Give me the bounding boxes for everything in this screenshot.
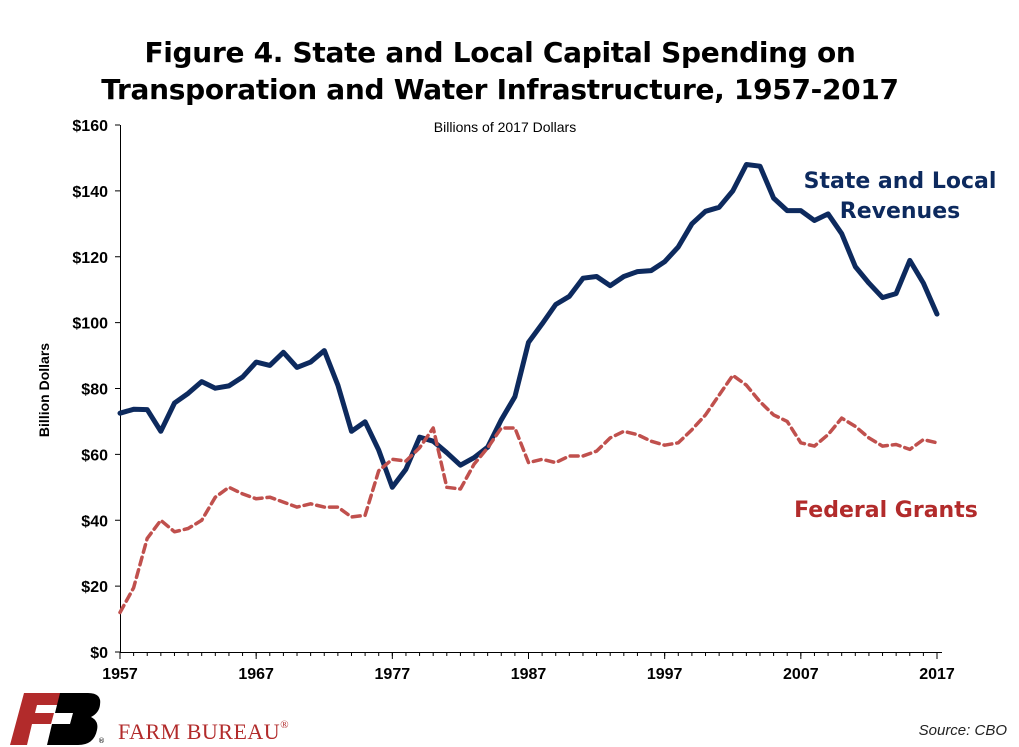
axes: $0 $20 $40 $60 $80 $100 $120 $140 $160 1957 1967 19… bbox=[72, 118, 954, 683]
y-tick-label: $160 bbox=[72, 118, 108, 135]
brand-text: FARM BUREAU bbox=[118, 719, 281, 744]
line-chart: Billions of 2017 Dollars Billion Dollars… bbox=[36, 118, 996, 683]
brand-name: FARM BUREAU® bbox=[118, 719, 289, 745]
y-tick-label: $20 bbox=[81, 579, 108, 596]
y-tick-label: $100 bbox=[72, 316, 108, 333]
chart-title-line-2: Transporation and Water Infrastructure, … bbox=[101, 73, 899, 106]
source-note: Source: CBO bbox=[918, 722, 1007, 739]
series-labels: State and Local Revenues Federal Grants bbox=[794, 169, 996, 523]
x-tick-label: 1997 bbox=[647, 666, 683, 683]
registered-mark: ® bbox=[280, 719, 290, 731]
x-tick-label: 2007 bbox=[783, 666, 819, 683]
state-local-label: State and Local bbox=[804, 169, 997, 194]
state-local-label: Revenues bbox=[840, 199, 960, 224]
x-tick-label: 1967 bbox=[238, 666, 274, 683]
x-tick-label: 1977 bbox=[375, 666, 411, 683]
federal-grants-label: Federal Grants bbox=[794, 498, 978, 523]
state-local-revenues-line bbox=[117, 162, 940, 490]
chart-subtitle: Billions of 2017 Dollars bbox=[434, 119, 576, 135]
y-tick-label: $80 bbox=[81, 382, 108, 399]
chart-title: Figure 4. State and Local Capital Spendi… bbox=[0, 34, 1000, 108]
chart-title-line-1: Figure 4. State and Local Capital Spendi… bbox=[144, 36, 856, 69]
y-tick-label: $40 bbox=[81, 513, 108, 530]
x-tick-label: 2017 bbox=[919, 666, 955, 683]
y-tick-label: $120 bbox=[72, 250, 108, 267]
farm-bureau-logo-icon: ® bbox=[10, 693, 105, 745]
series-lines bbox=[117, 162, 940, 615]
y-tick-label: $0 bbox=[90, 645, 108, 662]
svg-text:®: ® bbox=[98, 737, 105, 745]
x-tick-label: 1987 bbox=[511, 666, 547, 683]
y-axis-label: Billion Dollars bbox=[36, 343, 52, 437]
y-tick-label: $140 bbox=[72, 184, 108, 201]
federal-grants-line bbox=[118, 373, 939, 615]
x-tick-label: 1957 bbox=[102, 666, 138, 683]
y-tick-label: $60 bbox=[81, 447, 108, 464]
